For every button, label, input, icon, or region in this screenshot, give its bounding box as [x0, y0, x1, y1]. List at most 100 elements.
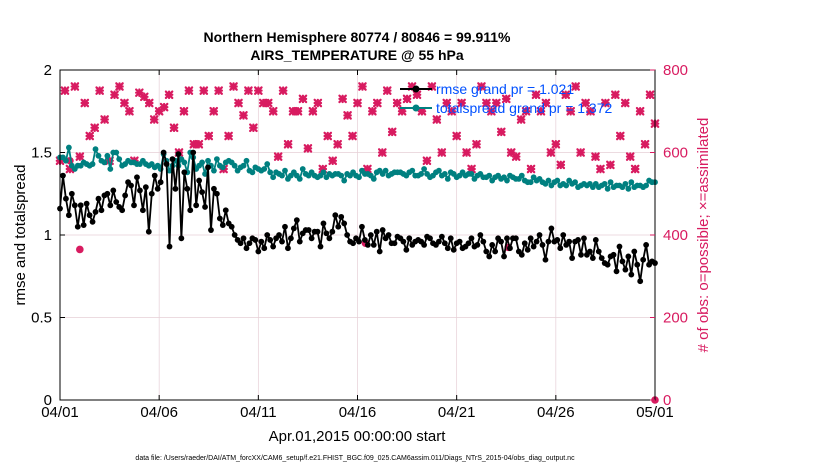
rmse-point	[350, 240, 356, 247]
rmse-point	[501, 253, 507, 260]
spread-point	[231, 162, 238, 169]
y-tick-label-right: 800	[663, 62, 688, 79]
spread-point	[296, 176, 303, 182]
rmse-point	[80, 222, 87, 229]
rmse-point	[92, 209, 99, 215]
y-tick-label-right: 400	[663, 227, 688, 244]
rmse-point	[498, 238, 504, 245]
assimilated-obs-point	[457, 98, 466, 108]
assimilated-obs-point	[531, 90, 541, 100]
spread-point	[101, 159, 108, 166]
rmse-point	[492, 248, 499, 255]
spread-point	[518, 172, 525, 179]
assimilated-obs-point	[635, 106, 645, 116]
rmse-point	[65, 212, 72, 219]
rmse-point	[287, 235, 294, 242]
rmse-point	[504, 235, 510, 242]
spread-point	[282, 167, 288, 174]
rmse-point	[157, 179, 164, 186]
rmse-point	[270, 243, 277, 250]
rmse-point	[474, 242, 481, 248]
rmse-point	[131, 202, 137, 209]
rmse-point	[619, 258, 626, 265]
spread-point	[604, 185, 611, 192]
spread-point	[441, 171, 448, 177]
assimilated-obs-point	[373, 98, 382, 108]
spread-point	[89, 161, 96, 167]
assimilated-obs-point	[254, 86, 263, 95]
assimilated-obs-point	[60, 86, 70, 95]
rmse-point	[134, 174, 140, 181]
rmse-point	[512, 235, 519, 242]
rmse-point	[625, 253, 632, 260]
spread-point	[341, 177, 348, 184]
rmse-point	[320, 220, 327, 227]
rmse-point	[190, 149, 197, 156]
rmse-point	[586, 248, 593, 255]
rmse-point	[293, 217, 300, 224]
assimilated-obs-point	[283, 139, 293, 149]
rmse-point	[240, 235, 247, 242]
rmse-point	[483, 248, 490, 255]
rmse-point	[231, 232, 238, 238]
assimilated-obs-point	[402, 94, 412, 104]
rmse-point	[438, 233, 445, 240]
rmse-point	[169, 156, 176, 163]
rmse-point	[98, 207, 105, 214]
rmse-point	[631, 248, 638, 255]
spread-point	[261, 166, 268, 172]
rmse-point	[560, 232, 567, 238]
rmse-point	[326, 235, 333, 242]
rmse-point	[524, 246, 531, 253]
spread-point	[113, 149, 120, 156]
assimilated-obs-point	[382, 86, 392, 95]
spread-point	[181, 159, 188, 166]
rmse-point	[255, 248, 262, 255]
x-axis-label: Apr.01,2015 00:00:00 start	[269, 428, 447, 445]
y-ticks-right: 0 200 400 600 800	[650, 62, 688, 409]
assimilated-obs-point	[511, 152, 521, 161]
rmse-point	[444, 245, 451, 252]
legend-rmse-label: rmse grand pr = 1.021	[436, 81, 574, 97]
assimilated-obs-point	[601, 98, 610, 108]
assimilated-obs-point	[526, 164, 536, 174]
rmse-point	[216, 215, 223, 222]
rmse-point	[379, 227, 386, 233]
rmse-point	[539, 242, 546, 248]
spread-point	[563, 182, 570, 189]
data-file-footer: data file: /Users/raeder/DAI/ATM_forcXX/…	[135, 455, 575, 462]
rmse-point	[314, 228, 321, 235]
rmse-point	[521, 240, 528, 247]
spread-point	[270, 174, 277, 181]
assimilated-obs-point	[353, 98, 362, 108]
chart-title-line1: Northern Hemisphere 80774 / 80846 = 99.9…	[203, 29, 511, 45]
rmse-point	[237, 240, 244, 247]
rmse-point	[344, 232, 351, 238]
y-axis-label-left: rmse and totalspread	[12, 165, 29, 306]
assimilated-obs-point	[110, 90, 119, 100]
rmse-point	[441, 240, 448, 247]
rmse-point	[400, 238, 407, 245]
spread-point	[572, 179, 578, 186]
spread-point	[418, 171, 425, 177]
rmse-point	[285, 245, 291, 252]
assimilated-obs-point	[561, 90, 571, 100]
rmse-point	[193, 202, 200, 209]
rmse-point	[595, 248, 602, 255]
spread-point	[625, 185, 632, 192]
rmse-point	[258, 238, 265, 245]
assimilated-obs-point	[591, 152, 600, 161]
rmse-point	[530, 243, 537, 250]
rmse-point	[308, 235, 315, 242]
rmse-point	[276, 232, 282, 238]
spread-point	[554, 177, 561, 184]
assimilated-obs-point	[581, 98, 590, 108]
rmse-point	[107, 202, 114, 209]
assimilated-obs-point	[586, 106, 595, 116]
rmse-point	[628, 271, 635, 278]
rmse-point	[205, 164, 211, 171]
assimilated-obs-point	[487, 106, 496, 116]
assimilated-obs-point	[214, 86, 223, 95]
assimilated-obs-point	[412, 90, 422, 100]
assimilated-obs-point	[179, 106, 189, 116]
